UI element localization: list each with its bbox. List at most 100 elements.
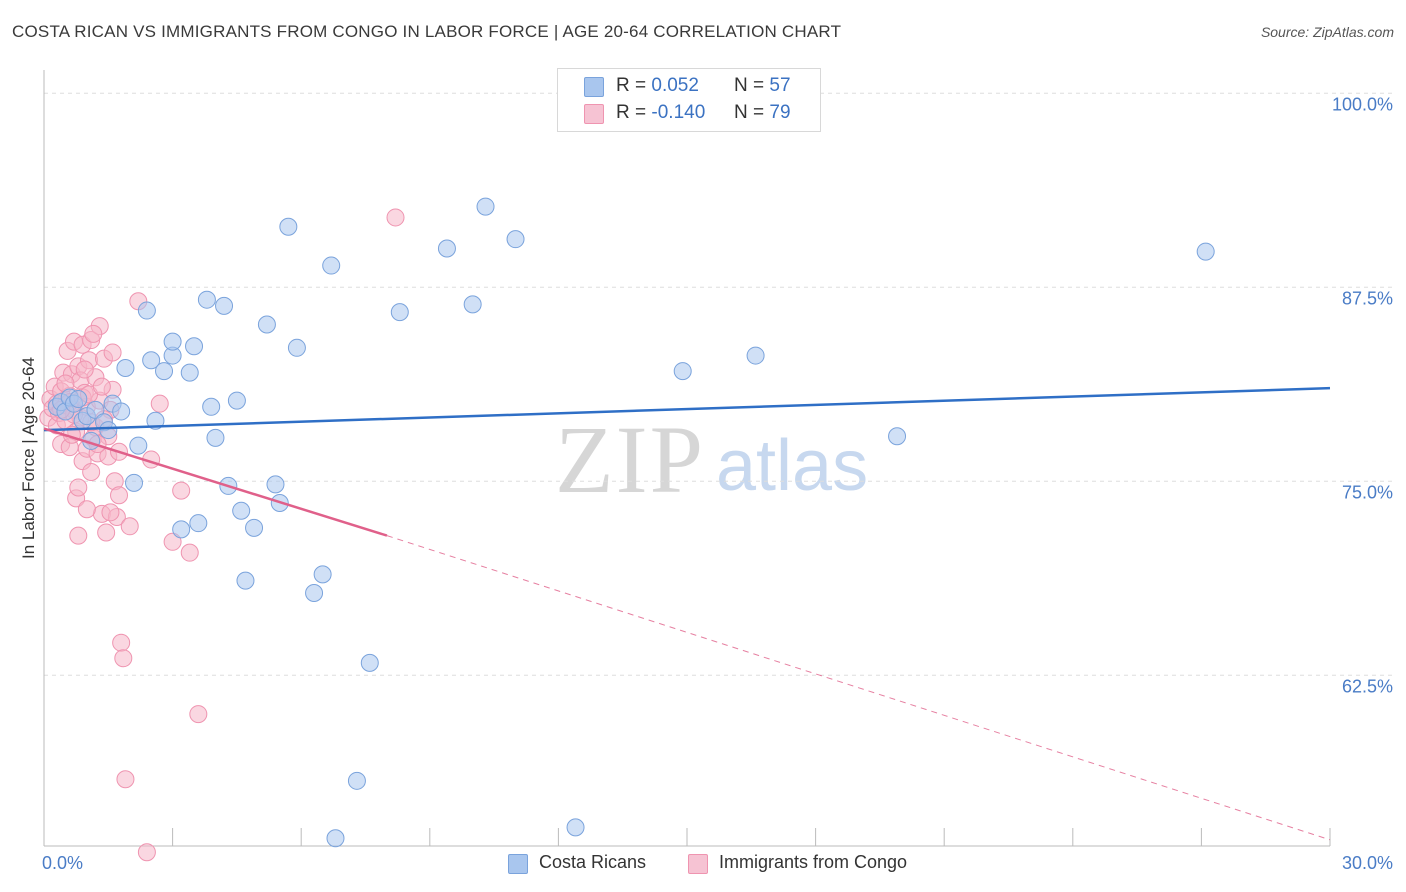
congo-point — [97, 523, 116, 542]
costa-ricans-point — [189, 514, 208, 533]
congo-point — [172, 481, 191, 500]
congo-trend-line — [43, 427, 388, 537]
y-tick-label: 87.5% — [1342, 288, 1393, 308]
costa-ricans-point — [347, 771, 366, 790]
congo-point — [137, 843, 156, 862]
congo-point — [77, 500, 96, 519]
costa-ricans-point — [202, 397, 221, 416]
legend-r-value: -0.140 — [651, 102, 706, 123]
costa-ricans-point — [232, 501, 251, 520]
legend-swatch-blue — [584, 77, 604, 97]
costa-ricans-point — [112, 402, 131, 421]
costa-ricans-point — [163, 332, 182, 351]
legend-n-congo: N = 79 — [734, 102, 791, 124]
congo-point — [69, 478, 88, 497]
costa-ricans-point — [137, 301, 156, 320]
costa-ricans-point — [437, 239, 456, 258]
chart-title: COSTA RICAN VS IMMIGRANTS FROM CONGO IN … — [12, 22, 842, 41]
costa-ricans-point — [116, 358, 135, 377]
costa-ricans-point — [172, 520, 191, 539]
costa-ricans-point — [287, 338, 306, 357]
costa-ricans-point — [206, 428, 225, 447]
legend-r-label: R = — [616, 102, 647, 123]
congo-point — [110, 486, 129, 505]
congo-point — [116, 770, 135, 789]
costa-ricans-point — [185, 337, 204, 356]
congo-point — [180, 543, 199, 562]
costa-ricans-point — [326, 829, 345, 848]
x-tick-label: 0.0% — [42, 853, 83, 873]
legend-n-label: N = — [734, 102, 765, 123]
bottom-legend-swatch-blue — [508, 854, 528, 874]
costa-ricans-point — [506, 230, 525, 249]
congo-point — [386, 208, 405, 227]
congo-point — [84, 324, 103, 343]
y-tick-label: 62.5% — [1342, 676, 1393, 696]
congo-point — [163, 532, 182, 551]
costa-ricans-point — [673, 362, 692, 381]
costa-ricans-point — [125, 473, 144, 492]
costa-ricans-point — [313, 565, 332, 584]
congo-point — [150, 394, 169, 413]
congo-point — [92, 377, 111, 396]
congo-point — [69, 526, 88, 545]
legend-r-costa-ricans: R = 0.052 — [616, 75, 699, 97]
legend-swatch-pink — [584, 104, 604, 124]
costa-ricans-point — [236, 571, 255, 590]
correlation-legend: R = 0.052 N = 57 R = -0.140 N = 79 — [557, 68, 821, 132]
costa-ricans-point — [322, 256, 341, 275]
costa-ricans-trend-line — [43, 386, 1331, 432]
costa-ricans-point — [86, 400, 105, 419]
legend-n-costa-ricans: N = 57 — [734, 75, 791, 97]
congo-point — [75, 360, 94, 379]
congo-point — [114, 649, 133, 668]
y-axis-label: In Labor Force | Age 20-64 — [19, 357, 38, 559]
costa-ricans-point — [746, 346, 765, 365]
y-tick-label: 100.0% — [1332, 94, 1393, 114]
congo-point — [120, 517, 139, 536]
congo-point — [189, 705, 208, 724]
costa-ricans-point — [390, 303, 409, 322]
costa-ricans-point — [69, 390, 88, 409]
costa-ricans-point — [227, 391, 246, 410]
costa-ricans-point — [888, 427, 907, 446]
costa-ricans-point — [142, 351, 161, 370]
legend-r-value: 0.052 — [651, 75, 699, 96]
costa-ricans-point — [476, 197, 495, 216]
costa-ricans-point — [99, 421, 118, 440]
costa-ricans-point — [279, 217, 298, 236]
legend-n-value: 79 — [769, 102, 791, 123]
costa-ricans-point — [155, 362, 174, 381]
legend-n-value: 57 — [769, 75, 791, 96]
costa-ricans-point — [129, 436, 148, 455]
costa-ricans-point — [197, 290, 216, 309]
congo-point — [82, 462, 101, 481]
watermark-atlas: atlas — [716, 426, 868, 506]
congo-trend-extension — [386, 535, 1331, 841]
costa-ricans-point — [215, 296, 234, 315]
costa-ricans-point — [463, 295, 482, 314]
costa-ricans-point — [257, 315, 276, 334]
x-tick-label: 30.0% — [1342, 853, 1393, 873]
costa-ricans-point — [1196, 242, 1215, 261]
costa-ricans-point — [245, 518, 264, 537]
legend-n-label: N = — [734, 75, 765, 96]
watermark-zip: ZIP — [555, 406, 705, 513]
costa-ricans-point — [305, 584, 324, 603]
legend-r-congo: R = -0.140 — [616, 102, 705, 124]
costa-ricans-point — [180, 363, 199, 382]
costa-ricans-point — [146, 411, 165, 430]
bottom-legend-swatch-pink — [688, 854, 708, 874]
congo-point — [101, 503, 120, 522]
legend-r-label: R = — [616, 75, 647, 96]
congo-point — [112, 633, 131, 652]
bottom-legend-label: Costa Ricans — [539, 852, 647, 872]
costa-ricans-point — [266, 475, 285, 494]
y-tick-label: 75.0% — [1342, 482, 1393, 502]
bottom-legend-label: Immigrants from Congo — [719, 852, 908, 872]
source-label: Source: ZipAtlas.com — [1260, 24, 1394, 40]
costa-ricans-point — [360, 653, 379, 672]
costa-ricans-point — [566, 818, 585, 837]
congo-point — [103, 343, 122, 362]
